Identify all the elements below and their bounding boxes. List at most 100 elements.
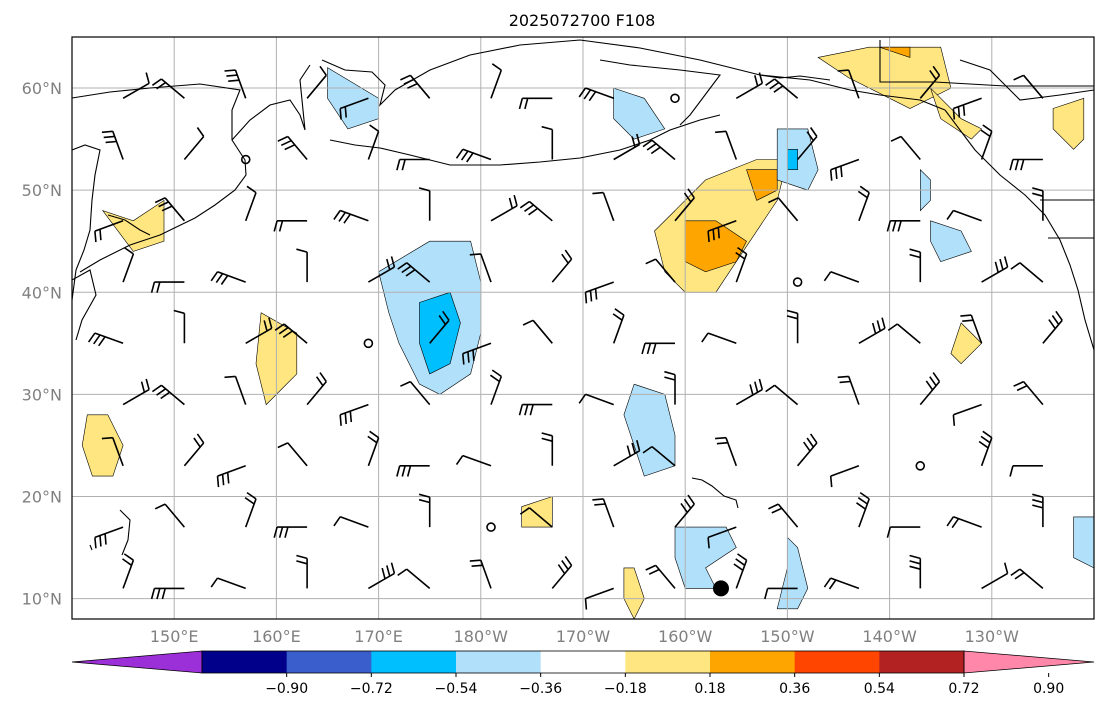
- wind-barb: [952, 403, 982, 426]
- wind-barb: [960, 314, 983, 344]
- wind-barb: [397, 568, 431, 590]
- wind-barb: [837, 69, 860, 99]
- shaded-region-pos1: [623, 567, 645, 619]
- wind-barb: [101, 436, 124, 467]
- wind-barb: [1009, 158, 1043, 171]
- wind-barb: [150, 281, 185, 293]
- wind-barb: [664, 370, 676, 405]
- wind-barb: [857, 185, 870, 222]
- colorbar-segment: [540, 651, 626, 673]
- wind-barb: [1009, 465, 1043, 477]
- wind-barb: [735, 246, 748, 283]
- shaded-region-pos1: [81, 414, 124, 477]
- wind-barb: [715, 130, 738, 160]
- wind-barb: [183, 433, 205, 467]
- wind-barb: [244, 491, 257, 528]
- shaded-region-pos2: [879, 46, 911, 58]
- wind-barb: [886, 526, 921, 538]
- wind-barb: [645, 258, 676, 283]
- colorbar-extend-high: [963, 650, 1095, 674]
- lon-tick-label: 160°E: [252, 627, 301, 646]
- wind-barb: [978, 430, 993, 467]
- colorbar-extend-low: [71, 650, 203, 674]
- wind-barb: [462, 342, 492, 365]
- shaded-region-pos1: [950, 322, 983, 365]
- wind-barb: [400, 380, 431, 406]
- wind-barb: [273, 526, 308, 538]
- wind-barb: [837, 375, 860, 405]
- colorbar-tick-label: −0.54: [435, 681, 478, 697]
- wind-barb: [707, 526, 737, 549]
- lon-tick-label: 130°W: [965, 627, 1020, 646]
- wind-barb: [367, 430, 380, 467]
- wind-barb: [551, 249, 573, 283]
- colorbar-tick-label: −0.90: [265, 681, 308, 697]
- wind-barb: [455, 454, 492, 467]
- wind-barb: [1010, 568, 1044, 590]
- wind-barb: [674, 188, 695, 222]
- colorbar-tick-label: −0.36: [519, 681, 562, 697]
- wind-barb: [578, 393, 614, 406]
- lat-tick-label: 20°N: [22, 487, 62, 506]
- colorbar-segment: [286, 651, 372, 673]
- shaded-region-pos1: [930, 87, 983, 140]
- colorbar-tick-label: 0.36: [779, 681, 810, 697]
- lon-tick-label: 170°E: [354, 627, 403, 646]
- shaded-region-neg2: [787, 149, 798, 170]
- wind-barb: [469, 559, 492, 589]
- wind-barb: [909, 554, 922, 589]
- wind-barb: [829, 465, 860, 488]
- map-area: [72, 37, 1094, 619]
- wind-barb: [592, 191, 615, 222]
- wind-barb: [796, 433, 818, 467]
- wind-barb: [224, 375, 247, 405]
- wind-barb: [418, 187, 431, 221]
- lon-tick-label: 150°E: [150, 627, 199, 646]
- wind-barb: [768, 197, 799, 222]
- wind-barb: [154, 503, 186, 528]
- wind-barb: [173, 309, 186, 344]
- wind-barb: [764, 587, 798, 600]
- wind-barb: [946, 516, 982, 529]
- wind-barb: [339, 97, 369, 120]
- wind-barb: [613, 439, 641, 467]
- wind-barb: [584, 587, 614, 610]
- wind-barb: [122, 72, 150, 99]
- wind-barb: [613, 133, 641, 161]
- wind-barb: [150, 587, 185, 600]
- colorbar-segment: [371, 651, 457, 673]
- shaded-region-neg1: [1073, 516, 1094, 569]
- wind-barb: [1042, 310, 1063, 344]
- colorbar-tick-label: −0.18: [604, 681, 647, 697]
- wind-barb: [1032, 187, 1044, 221]
- lat-tick-label: 40°N: [22, 283, 62, 302]
- wind-barb: [277, 442, 308, 467]
- colorbar-segment: [456, 651, 542, 673]
- lon-tick-label: 140°W: [862, 627, 917, 646]
- wind-barb: [396, 158, 430, 171]
- wind-barb: [94, 220, 124, 243]
- colorbar-tick-label: −0.72: [350, 681, 393, 697]
- wind-barb: [306, 372, 327, 406]
- wind-barb: [856, 491, 870, 528]
- figure-title: 2025072700 F108: [509, 11, 656, 30]
- wind-barb: [701, 332, 737, 345]
- wind-barb: [919, 65, 941, 99]
- lat-tick-label: 50°N: [22, 181, 62, 200]
- wind-barb: [296, 554, 308, 589]
- wind-barb: [210, 271, 246, 285]
- wind-barb: [333, 516, 369, 528]
- wind-barb: [400, 74, 431, 99]
- colorbar-tick-label: 0.18: [694, 681, 725, 697]
- wind-barb: [823, 271, 860, 283]
- wind-barb: [368, 256, 396, 283]
- calm-wind-circle: [486, 522, 496, 532]
- wind-barb: [919, 372, 941, 406]
- wind-barb: [641, 342, 675, 355]
- wind-barb: [455, 148, 492, 163]
- wind-barb: [1010, 262, 1044, 283]
- wind-barb: [952, 97, 982, 120]
- wind-barb: [890, 135, 921, 161]
- colorbar-frame: [201, 650, 965, 674]
- lon-tick-label: 180°W: [454, 627, 509, 646]
